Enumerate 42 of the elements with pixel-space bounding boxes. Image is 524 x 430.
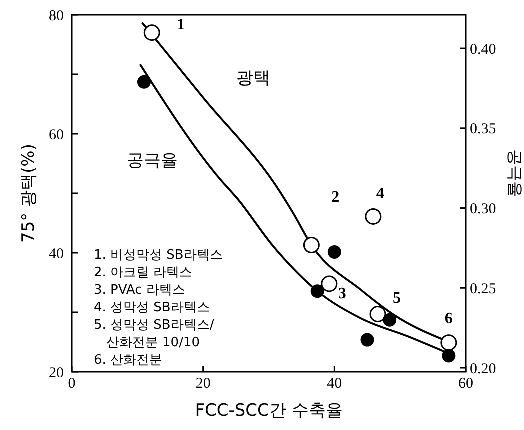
x-tick-label: 20 bbox=[196, 376, 211, 392]
point bbox=[137, 75, 151, 89]
x-axis-title: FCC-SCC간 수축율 bbox=[195, 401, 343, 421]
point bbox=[365, 208, 382, 225]
point bbox=[360, 333, 374, 347]
y2-axis-title: 공극율 bbox=[506, 150, 524, 198]
annotation: 6 bbox=[444, 310, 453, 328]
annotation: 1. 비성막성 SB라텍스 bbox=[94, 248, 223, 263]
annotation: 3 bbox=[338, 286, 346, 303]
point bbox=[440, 334, 458, 352]
y2-tick-label: 0.30 bbox=[470, 202, 496, 218]
point bbox=[321, 276, 338, 292]
annotation: 5. 성막성 SB라텍스/ 산화전분 10/10 bbox=[94, 318, 215, 350]
x-tick-label: 60 bbox=[458, 376, 474, 392]
annotation: 4 bbox=[376, 185, 384, 202]
annotation: 2 bbox=[332, 188, 340, 206]
y2-tick-label: 0.25 bbox=[470, 281, 496, 298]
y-tick-label: 80 bbox=[49, 8, 64, 24]
y-axis-title: 75° 광택(%) bbox=[19, 144, 39, 243]
point bbox=[370, 306, 386, 323]
point bbox=[442, 349, 456, 363]
annotation: 5 bbox=[393, 290, 402, 307]
annotation: 1 bbox=[177, 16, 186, 34]
y2-tick-label: 0.40 bbox=[470, 42, 496, 58]
y2-tick-label: 0.35 bbox=[470, 122, 496, 138]
y2-tick-label: 0.20 bbox=[470, 361, 496, 378]
annotation: 공극율 bbox=[126, 150, 178, 171]
y-tick-label: 60 bbox=[49, 127, 64, 144]
point bbox=[310, 284, 324, 298]
y-tick-label: 40 bbox=[49, 246, 64, 262]
point bbox=[328, 245, 342, 259]
x-tick-label: 40 bbox=[327, 376, 342, 392]
point bbox=[383, 313, 397, 327]
y-tick-label: 20 bbox=[49, 365, 64, 382]
annotation: 광택 bbox=[236, 68, 270, 89]
annotation: 3. PVAc 라텍스 bbox=[94, 283, 186, 298]
x-tick-label: 0 bbox=[68, 376, 76, 392]
annotation: 6. 산화전분 bbox=[94, 353, 163, 368]
point bbox=[303, 237, 320, 254]
point bbox=[144, 24, 160, 42]
annotation: 4. 성막성 SB라텍스 bbox=[94, 300, 210, 316]
annotation: 2. 아크릴 라텍스 bbox=[94, 266, 193, 280]
